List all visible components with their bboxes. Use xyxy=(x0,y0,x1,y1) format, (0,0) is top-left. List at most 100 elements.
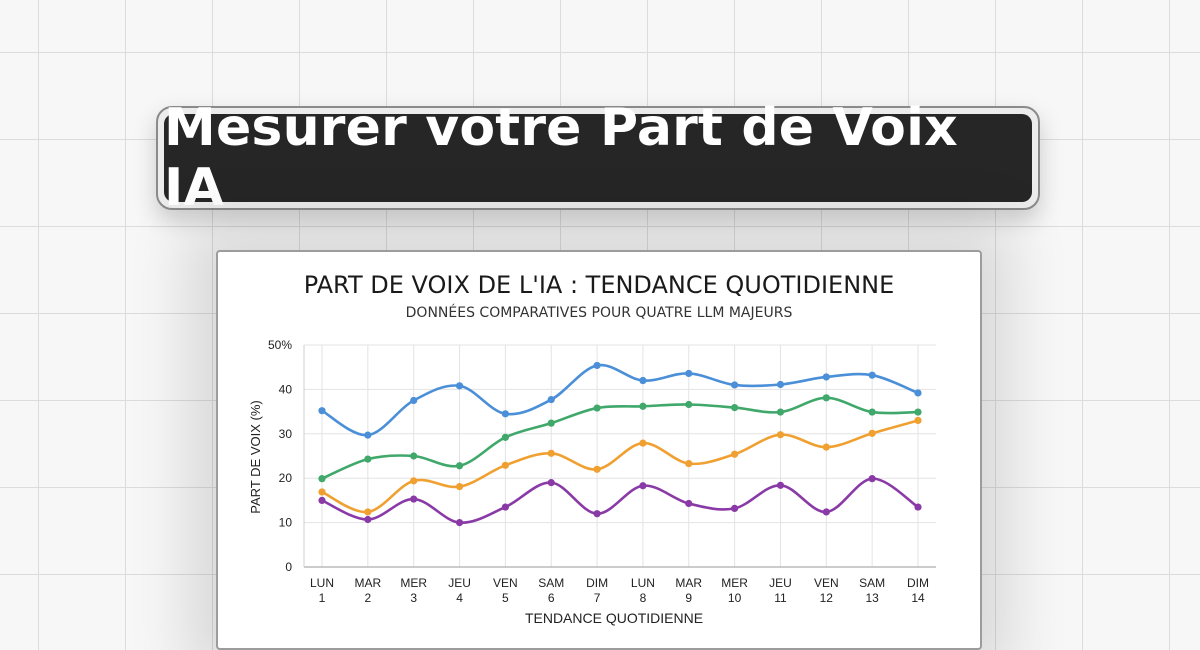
data-point xyxy=(593,404,601,412)
x-tick-date: 9 xyxy=(685,591,692,605)
x-tick-day: SAM xyxy=(538,576,564,590)
x-tick-date: 1 xyxy=(319,591,326,605)
x-tick-date: 3 xyxy=(410,591,417,605)
x-tick-day: JEU xyxy=(769,576,792,590)
data-point xyxy=(318,475,326,483)
x-tick-date: 6 xyxy=(548,591,555,605)
series-line-2 xyxy=(320,396,920,480)
x-tick-day: MER xyxy=(721,576,748,590)
chart-card: PART DE VOIX DE L'IA : TENDANCE QUOTIDIE… xyxy=(216,250,982,650)
y-axis-label: PART DE VOIX (%) xyxy=(248,400,263,513)
data-point xyxy=(731,450,739,458)
x-tick-day: JEU xyxy=(448,576,471,590)
data-point xyxy=(547,419,555,427)
data-point xyxy=(776,481,785,489)
data-point xyxy=(410,396,418,405)
series-line-3 xyxy=(320,419,920,514)
data-point xyxy=(318,488,326,496)
x-tick-day: DIM xyxy=(586,576,608,590)
y-tick-label: 20 xyxy=(279,471,293,485)
x-tick-day: MER xyxy=(400,576,427,590)
x-tick-date: 8 xyxy=(640,591,647,605)
chart-subtitle: DONNÉES COMPARATIVES POUR QUATRE LLM MAJ… xyxy=(406,304,793,321)
x-tick-day: MAR xyxy=(675,576,702,590)
data-point xyxy=(364,455,372,463)
data-point xyxy=(868,371,876,379)
y-tick-label: 0 xyxy=(285,560,292,574)
data-point xyxy=(731,381,739,389)
x-tick-day: VEN xyxy=(493,576,518,590)
data-point xyxy=(868,475,876,483)
data-point xyxy=(501,461,509,469)
data-point xyxy=(364,431,372,439)
data-point xyxy=(364,515,372,524)
x-tick-day: DIM xyxy=(907,576,929,590)
data-point xyxy=(455,382,464,390)
data-point xyxy=(547,449,555,457)
data-point xyxy=(776,408,785,416)
data-point xyxy=(501,433,509,441)
data-point xyxy=(868,429,876,437)
data-point xyxy=(318,496,326,504)
x-tick-date: 14 xyxy=(911,591,925,605)
data-point xyxy=(914,389,922,397)
data-point xyxy=(639,376,647,385)
data-point xyxy=(914,503,922,511)
data-point xyxy=(593,465,601,473)
data-point xyxy=(318,407,326,415)
x-tick-date: 12 xyxy=(820,591,834,605)
data-point xyxy=(501,503,509,511)
x-tick-date: 7 xyxy=(594,591,601,605)
x-tick-day: LUN xyxy=(631,576,655,590)
data-point xyxy=(685,369,693,378)
data-point xyxy=(914,408,922,416)
data-point xyxy=(410,477,418,485)
x-tick-day: MAR xyxy=(355,576,382,590)
data-point xyxy=(639,439,647,447)
series-line-1 xyxy=(320,363,920,437)
data-point xyxy=(731,504,739,512)
x-tick-date: 4 xyxy=(456,591,463,605)
x-tick-date: 13 xyxy=(865,591,879,605)
data-point xyxy=(822,443,830,451)
data-point xyxy=(364,508,372,516)
data-point xyxy=(639,482,647,490)
x-tick-date: 11 xyxy=(774,591,787,605)
data-point xyxy=(822,373,830,381)
data-point xyxy=(868,408,876,416)
y-tick-label: 40 xyxy=(279,382,293,396)
data-point xyxy=(776,431,785,439)
y-tick-label: 30 xyxy=(279,427,293,441)
x-tick-date: 10 xyxy=(728,591,742,605)
chart-title: PART DE VOIX DE L'IA : TENDANCE QUOTIDIE… xyxy=(304,271,895,299)
data-point xyxy=(501,410,509,418)
title-banner: Mesurer votre Part de Voix IA xyxy=(156,98,1040,218)
data-point xyxy=(685,499,693,508)
x-tick-day: SAM xyxy=(859,576,885,590)
data-point xyxy=(639,402,647,410)
data-point xyxy=(593,510,601,518)
data-point xyxy=(593,361,601,370)
line-chart: PART DE VOIX DE L'IA : TENDANCE QUOTIDIE… xyxy=(248,271,936,626)
data-point xyxy=(685,400,693,409)
x-axis-label: TENDANCE QUOTIDIENNE xyxy=(525,610,703,626)
y-tick-label: 50% xyxy=(268,338,292,352)
data-point xyxy=(914,416,922,425)
data-point xyxy=(731,404,739,412)
data-point xyxy=(455,462,464,470)
data-point xyxy=(822,394,830,402)
data-point xyxy=(776,380,785,389)
data-point xyxy=(547,396,555,404)
data-point xyxy=(822,508,830,516)
x-tick-day: VEN xyxy=(814,576,839,590)
x-tick-day: LUN xyxy=(310,576,334,590)
data-point xyxy=(455,519,464,527)
data-point xyxy=(410,452,418,460)
data-point xyxy=(685,459,693,468)
x-tick-date: 2 xyxy=(365,591,372,605)
data-point xyxy=(455,483,464,491)
y-tick-label: 10 xyxy=(279,516,293,530)
title-banner-inner: Mesurer votre Part de Voix IA xyxy=(164,98,1032,218)
data-point xyxy=(410,495,418,503)
x-tick-date: 5 xyxy=(502,591,509,605)
